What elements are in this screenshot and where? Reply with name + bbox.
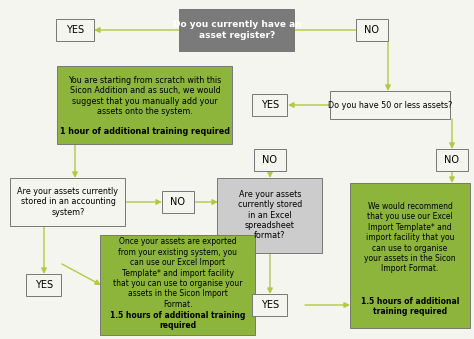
Text: You are starting from scratch with this
Sicon Addition and as such, we would
sug: You are starting from scratch with this … <box>68 76 222 116</box>
Text: YES: YES <box>261 100 279 110</box>
FancyBboxPatch shape <box>180 9 294 51</box>
Text: 1.5 hours of additional
training required: 1.5 hours of additional training require… <box>361 297 459 317</box>
FancyBboxPatch shape <box>253 294 288 316</box>
Text: 1 hour of additional training required: 1 hour of additional training required <box>60 127 230 137</box>
Text: YES: YES <box>66 25 84 35</box>
Text: NO: NO <box>365 25 380 35</box>
FancyBboxPatch shape <box>100 235 255 335</box>
Text: YES: YES <box>35 280 53 290</box>
Text: Once your assets are exported
from your existing system, you
can use our Excel I: Once your assets are exported from your … <box>113 237 243 309</box>
Text: NO: NO <box>445 155 459 165</box>
FancyBboxPatch shape <box>254 149 286 171</box>
FancyBboxPatch shape <box>56 19 94 41</box>
Text: NO: NO <box>263 155 277 165</box>
FancyBboxPatch shape <box>356 19 388 41</box>
Text: We would recommend
that you use our Excel
Import Template* and
import facility t: We would recommend that you use our Exce… <box>364 202 456 274</box>
Text: Are your assets
currently stored
in an Excel
spreadsheet
format?: Are your assets currently stored in an E… <box>238 190 302 240</box>
Text: YES: YES <box>261 300 279 310</box>
Text: 1.5 hours of additional training
required: 1.5 hours of additional training require… <box>110 311 246 331</box>
FancyBboxPatch shape <box>436 149 468 171</box>
FancyBboxPatch shape <box>253 94 288 116</box>
FancyBboxPatch shape <box>350 182 470 327</box>
FancyBboxPatch shape <box>162 191 194 213</box>
Text: NO: NO <box>171 197 185 207</box>
FancyBboxPatch shape <box>10 178 126 226</box>
Text: Are your assets currently
stored in an accounting
system?: Are your assets currently stored in an a… <box>18 187 118 217</box>
FancyBboxPatch shape <box>218 178 322 253</box>
FancyBboxPatch shape <box>57 66 233 144</box>
FancyBboxPatch shape <box>27 274 62 296</box>
FancyBboxPatch shape <box>330 91 450 119</box>
Text: Do you currently have an
asset register?: Do you currently have an asset register? <box>173 20 301 40</box>
Text: Do you have 50 or less assets?: Do you have 50 or less assets? <box>328 100 452 109</box>
